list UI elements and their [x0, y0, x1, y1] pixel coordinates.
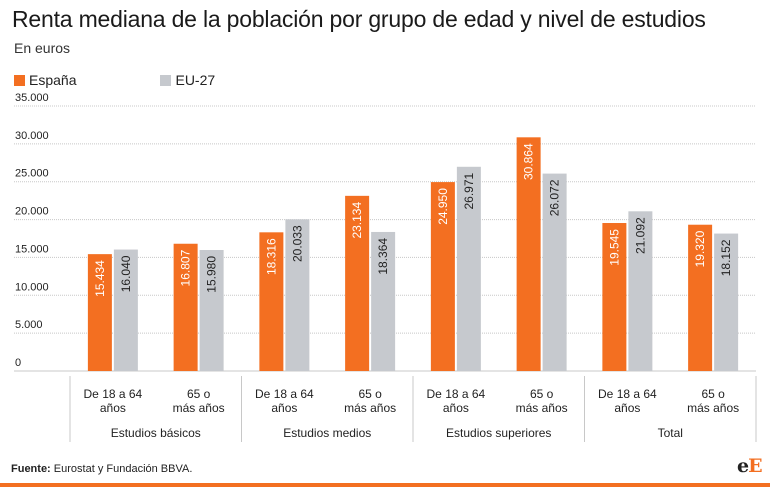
bar-espana	[430, 182, 455, 371]
bar-espana	[516, 137, 541, 371]
bar-espana	[259, 232, 284, 371]
x-tick-label: 65 o	[187, 387, 211, 401]
legend-swatch-espana	[14, 74, 25, 86]
legend-label-eu27: EU-27	[175, 72, 216, 88]
x-tick-label: 65 o	[530, 387, 554, 401]
brand-logo: eE	[737, 455, 763, 477]
bar-value-label: 26.072	[548, 179, 562, 216]
legend-item-espana: España	[14, 72, 76, 88]
legend-item-eu27: EU-27	[160, 72, 215, 88]
group-label: Total	[658, 426, 683, 440]
bar-value-label: 16.040	[119, 255, 133, 292]
y-tick-label: 5.000	[15, 319, 43, 331]
x-tick-label: De 18 a 64	[255, 387, 314, 401]
logo-letter-E: E	[748, 455, 763, 477]
bottom-accent-bar	[0, 483, 770, 487]
bar-value-label: 23.134	[350, 202, 364, 239]
logo-letter-e: e	[737, 455, 749, 477]
bar-value-label: 24.950	[436, 188, 450, 225]
bar-espana	[87, 254, 112, 371]
x-tick-label: más años	[344, 401, 396, 415]
bar-espana	[688, 224, 713, 371]
y-tick-label: 10.000	[15, 281, 49, 293]
x-tick-label: más años	[173, 401, 225, 415]
bar-eu27	[113, 249, 138, 371]
source-text: Eurostat y Fundación BBVA.	[53, 463, 193, 475]
x-tick-label: 65 o	[358, 387, 382, 401]
y-tick-label: 15.000	[15, 243, 49, 255]
chart-subtitle: En euros	[14, 40, 71, 56]
legend-swatch-eu27	[160, 74, 172, 86]
x-tick-label: más años	[687, 401, 739, 415]
x-tick-label: años	[271, 401, 297, 415]
y-tick-label: 30.000	[15, 130, 49, 142]
x-tick-label: años	[443, 401, 469, 415]
bar-value-label: 18.316	[264, 238, 278, 275]
y-tick-label: 25.000	[15, 168, 49, 180]
bar-eu27	[714, 233, 739, 371]
bar-eu27	[456, 166, 481, 371]
bar-value-label: 18.364	[376, 238, 390, 275]
bar-eu27	[628, 211, 653, 371]
x-tick-label: De 18 a 64	[598, 387, 657, 401]
legend: España EU-27	[14, 71, 299, 89]
x-tick-label: De 18 a 64	[427, 387, 486, 401]
group-label: Estudios básicos	[111, 426, 201, 440]
x-tick-label: 65 o	[701, 387, 725, 401]
y-tick-label: 0	[15, 357, 21, 369]
x-tick-label: años	[614, 401, 640, 415]
y-tick-label: 20.000	[15, 206, 49, 218]
group-label: Estudios superiores	[446, 426, 551, 440]
bar-value-label: 30.864	[522, 143, 536, 180]
bar-value-label: 15.980	[205, 256, 219, 293]
source-note: Fuente: Eurostat y Fundación BBVA.	[11, 463, 192, 475]
bar-eu27	[285, 219, 310, 371]
bar-value-label: 19.320	[693, 230, 707, 267]
bar-value-label: 26.971	[462, 172, 476, 209]
bar-value-label: 15.434	[93, 260, 107, 297]
bar-value-label: 16.807	[179, 249, 193, 286]
group-label: Estudios medios	[283, 426, 371, 440]
bar-value-label: 21.092	[633, 217, 647, 254]
legend-label-espana: España	[29, 72, 77, 88]
bar-value-label: 20.033	[290, 225, 304, 262]
bar-espana	[173, 243, 198, 371]
bar-eu27	[371, 231, 396, 371]
bar-chart: 0 5.000 10.000 15.000 20.000 25.000 30.000 35.0…	[14, 92, 757, 442]
bar-value-label: 18.152	[719, 239, 733, 276]
bar-eu27	[542, 173, 567, 371]
x-tick-label: De 18 a 64	[84, 387, 143, 401]
y-tick-label: 35.000	[15, 92, 49, 104]
bar-eu27	[199, 250, 224, 371]
bar-espana	[602, 223, 627, 371]
chart-title: Renta mediana de la población por grupo …	[12, 6, 706, 32]
source-label: Fuente:	[11, 463, 51, 475]
bar-espana	[345, 195, 370, 371]
x-tick-label: más años	[516, 401, 568, 415]
x-tick-label: años	[100, 401, 126, 415]
bar-value-label: 19.545	[607, 229, 621, 266]
